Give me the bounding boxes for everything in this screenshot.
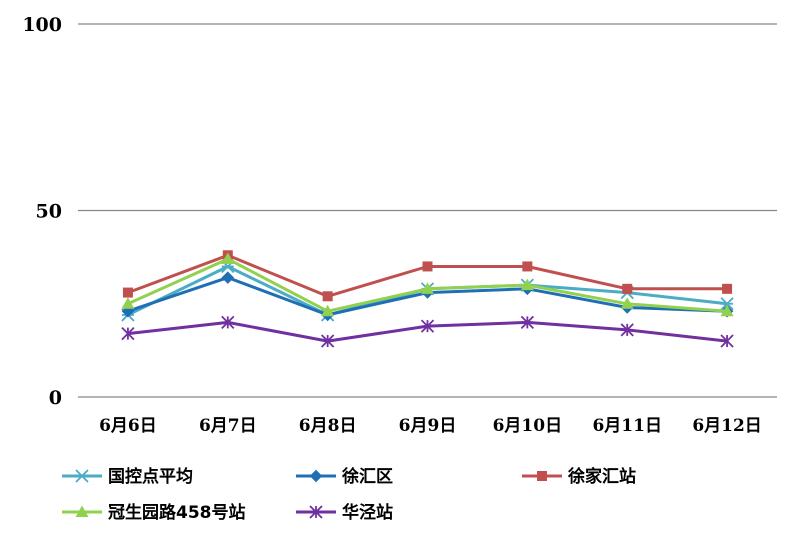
data-point xyxy=(520,278,534,291)
legend-item: 徐汇区 xyxy=(296,466,393,487)
legend-label: 徐家汇站 xyxy=(567,466,636,487)
y-axis-ticks: 0 50 100 xyxy=(22,14,62,409)
data-point xyxy=(75,505,89,517)
data-point xyxy=(722,283,733,294)
y-tick-label: 50 xyxy=(36,201,62,223)
data-point xyxy=(620,297,634,309)
x-tick-label: 6月10日 xyxy=(493,416,563,436)
data-point xyxy=(75,469,89,483)
x-tick-label: 6月12日 xyxy=(692,416,762,436)
series-4 xyxy=(121,315,734,348)
x-tick-label: 6月9日 xyxy=(399,416,457,436)
x-tick-label: 6月6日 xyxy=(99,416,157,436)
data-point xyxy=(121,297,135,309)
data-point xyxy=(321,304,335,317)
data-point xyxy=(520,315,534,330)
data-point xyxy=(221,271,235,284)
data-point xyxy=(322,291,333,302)
x-tick-label: 6月11日 xyxy=(592,416,662,436)
data-point xyxy=(720,297,734,311)
legend-label: 华泾站 xyxy=(342,502,393,523)
y-tick-label: 100 xyxy=(22,14,62,36)
x-tick-label: 6月8日 xyxy=(299,416,357,436)
legend-item: 华泾站 xyxy=(296,502,393,523)
series-3 xyxy=(121,252,734,317)
data-point xyxy=(309,505,323,519)
data-point xyxy=(309,469,323,483)
data-point xyxy=(537,471,547,481)
data-point xyxy=(420,319,435,333)
legend-label: 国控点平均 xyxy=(108,466,193,487)
legend-label: 徐汇区 xyxy=(341,466,393,487)
x-tick-label: 6月7日 xyxy=(199,416,257,436)
y-tick-label: 0 xyxy=(49,387,62,409)
legend-label: 冠生园路458号站 xyxy=(108,502,246,523)
data-point xyxy=(720,304,734,317)
data-point xyxy=(221,252,235,264)
data-point xyxy=(620,323,634,337)
series-layer xyxy=(121,250,734,348)
data-point xyxy=(422,261,433,272)
legend-item: 徐家汇站 xyxy=(522,466,636,487)
data-point xyxy=(421,282,434,294)
legend-item: 国控点平均 xyxy=(62,466,193,487)
data-point xyxy=(720,334,734,348)
data-point xyxy=(122,287,133,298)
grid-layer xyxy=(78,23,777,398)
legend-item: 冠生园路458号站 xyxy=(62,502,246,523)
data-point xyxy=(121,326,135,341)
data-point xyxy=(321,334,335,348)
data-point xyxy=(522,261,533,272)
data-point xyxy=(622,283,633,294)
series-1 xyxy=(121,271,734,322)
x-axis-ticks: 6月6日 6月7日 6月8日 6月9日 6月10日 6月11日 6月12日 xyxy=(99,416,762,436)
data-point xyxy=(221,315,235,330)
